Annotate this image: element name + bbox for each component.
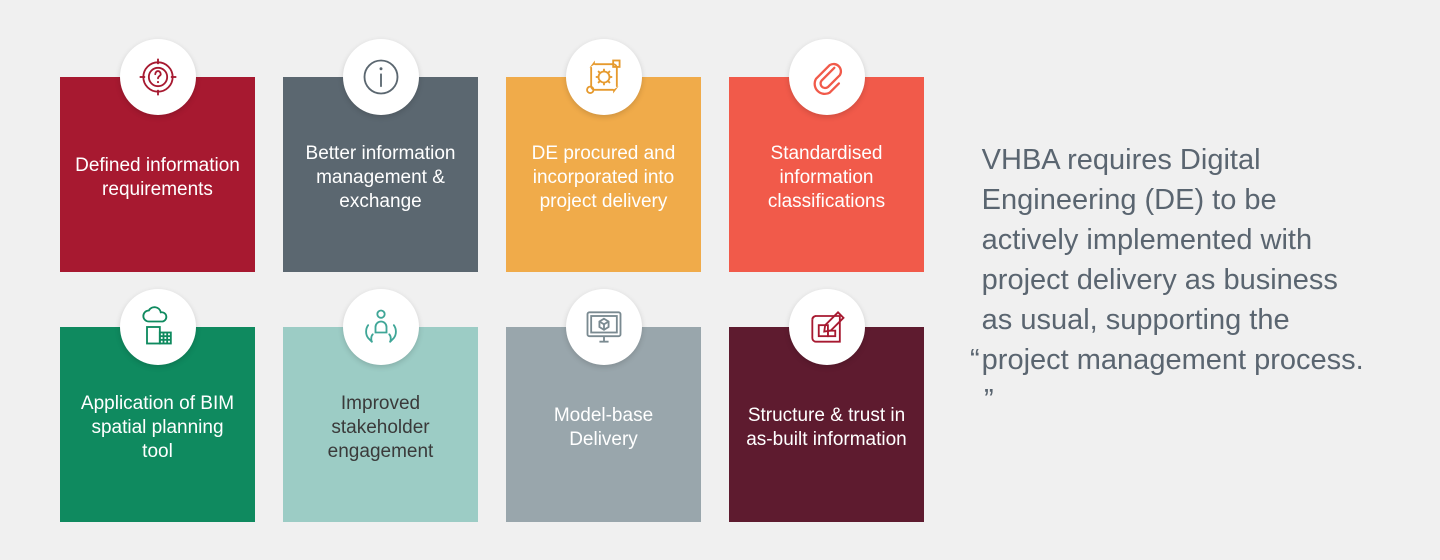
target-question-icon [120, 39, 196, 115]
info-card-0: Defined information requirements [60, 77, 255, 272]
infographic-wrap: Defined information requirements Better … [0, 0, 1440, 560]
blueprint-pencil-icon [789, 289, 865, 365]
info-circle-icon [343, 39, 419, 115]
monitor-cube-icon [566, 289, 642, 365]
bim-cloud-icon [120, 289, 196, 365]
info-card-1: Better information management & exchange [283, 77, 478, 272]
quote-text: VHBA requires Digital Engineering (DE) t… [980, 140, 1376, 380]
card-label: Improved stakeholder engagement [297, 392, 464, 465]
quote-close: ” [984, 384, 994, 416]
card-label: Standardised information classifications [743, 142, 910, 215]
card-label: DE procured and incorporated into projec… [520, 142, 687, 215]
info-card-3: Standardised information classifications [729, 77, 924, 272]
card-label: Better information management & exchange [297, 142, 464, 215]
info-card-7: Structure & trust in as-built informatio… [729, 327, 924, 522]
quote-open: “ [970, 344, 980, 376]
pull-quote: “VHBA requires Digital Engineering (DE) … [924, 140, 1390, 420]
card-label: Structure & trust in as-built informatio… [743, 404, 910, 453]
card-grid: Defined information requirements Better … [60, 39, 924, 522]
card-label: Defined information requirements [74, 154, 241, 203]
hands-person-icon [343, 289, 419, 365]
paperclip-icon [789, 39, 865, 115]
info-card-2: DE procured and incorporated into projec… [506, 77, 701, 272]
info-card-4: Application of BIM spatial planning tool [60, 327, 255, 522]
info-card-5: Improved stakeholder engagement [283, 327, 478, 522]
info-card-6: Model-base Delivery [506, 327, 701, 522]
card-label: Application of BIM spatial planning tool [74, 392, 241, 465]
card-label: Model-base Delivery [520, 404, 687, 453]
gear-cycle-icon [566, 39, 642, 115]
